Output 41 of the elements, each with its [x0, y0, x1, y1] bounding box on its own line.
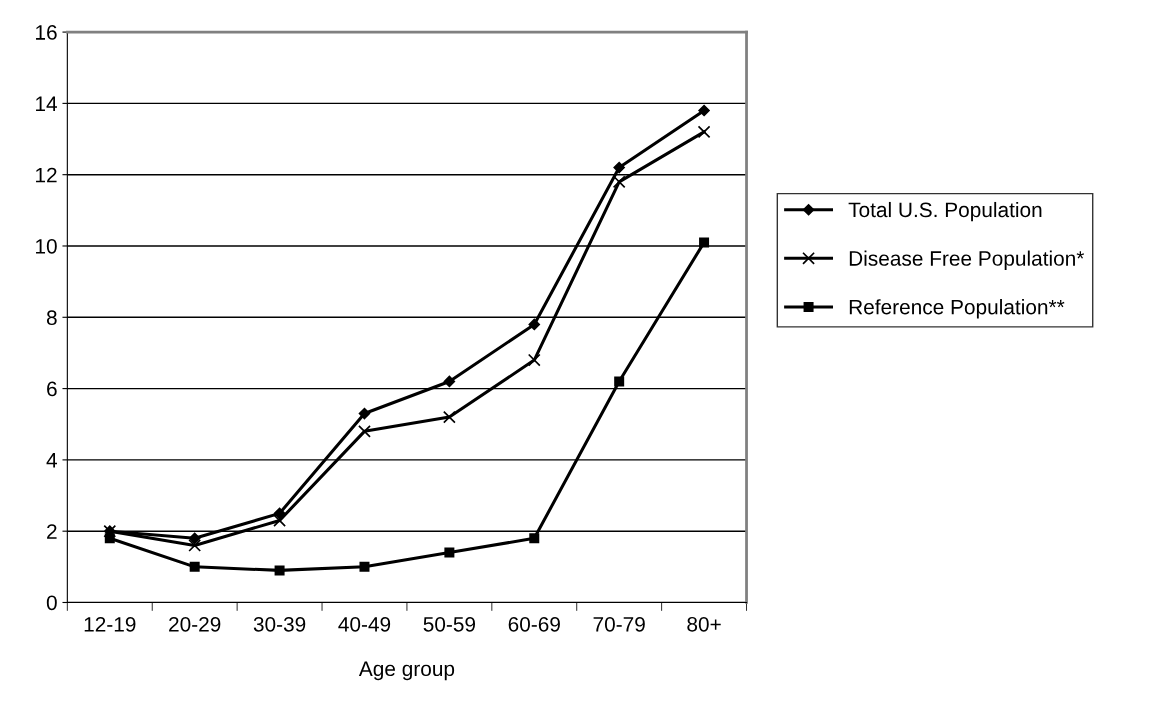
x-tick-label: 50-59	[423, 616, 476, 632]
x-tick-label: 20-29	[169, 616, 221, 632]
point	[443, 375, 456, 388]
point	[358, 407, 371, 420]
point	[274, 565, 285, 576]
y-tick-label: 10	[36, 238, 57, 254]
point	[442, 410, 456, 424]
point	[698, 104, 710, 117]
point	[529, 533, 540, 544]
point	[613, 161, 625, 174]
y-tick-label: 0	[46, 595, 57, 611]
point	[273, 507, 286, 520]
point	[697, 125, 711, 139]
x-tick-label: 80+	[687, 616, 721, 632]
legend-label: Disease Free Population*	[849, 250, 1085, 270]
y-tick-label: 6	[47, 381, 57, 397]
x-axis-title: Age group	[358, 661, 455, 681]
point	[444, 547, 455, 558]
y-tick-label: 16	[36, 25, 57, 40]
x-tick-label: 30-39	[253, 616, 306, 632]
point	[614, 376, 625, 387]
x-tick-label: 70-79	[593, 616, 645, 632]
point	[528, 318, 541, 331]
x-tick-label: 60-69	[508, 616, 560, 632]
y-tick-label: 2	[47, 524, 57, 539]
point	[358, 424, 371, 438]
legend-label: Reference Population**	[849, 299, 1065, 319]
x-tick-label: 40-49	[338, 616, 391, 632]
x-tick-label: 12-19	[84, 616, 136, 632]
point	[188, 532, 201, 545]
point	[527, 353, 541, 367]
point	[189, 561, 200, 572]
point	[699, 237, 710, 248]
point	[612, 175, 626, 189]
legend-label: Total U.S. Population	[848, 201, 1042, 222]
y-tick-label: 8	[46, 310, 57, 326]
point	[359, 561, 370, 572]
y-tick-label: 4	[46, 453, 58, 468]
y-tick-label: 12	[36, 167, 57, 183]
y-tick-label: 14	[36, 96, 58, 111]
point	[188, 539, 202, 552]
